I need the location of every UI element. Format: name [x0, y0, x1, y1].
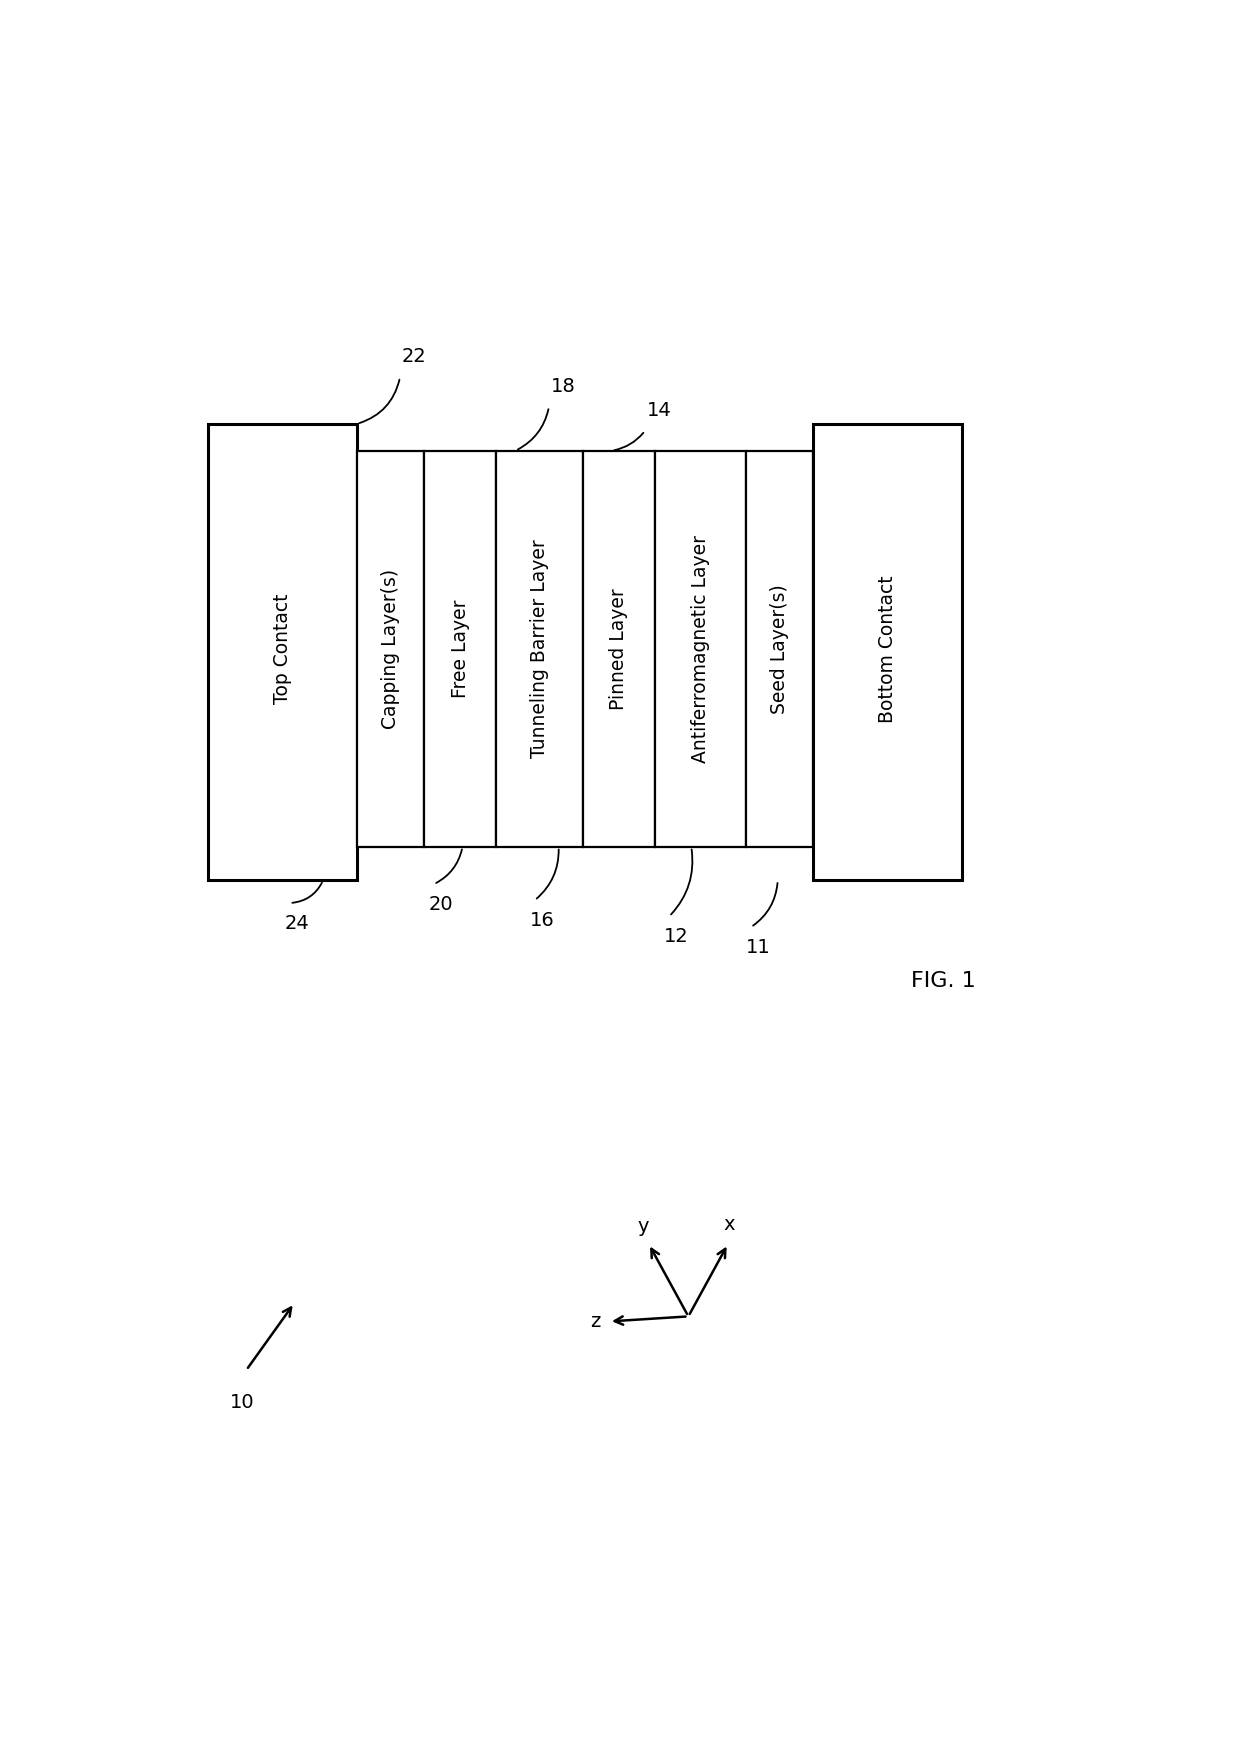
Text: 11: 11: [746, 938, 771, 957]
Text: z: z: [590, 1312, 600, 1332]
Text: 14: 14: [647, 401, 672, 420]
Bar: [208, 424, 357, 880]
Text: Pinned Layer: Pinned Layer: [609, 587, 629, 709]
Text: Capping Layer(s): Capping Layer(s): [381, 568, 401, 729]
Bar: [655, 451, 746, 847]
Bar: [813, 424, 962, 880]
Bar: [496, 451, 583, 847]
Bar: [357, 451, 424, 847]
Text: Free Layer: Free Layer: [450, 600, 470, 697]
Text: 12: 12: [665, 927, 689, 946]
Bar: [583, 451, 655, 847]
Text: 18: 18: [551, 376, 575, 396]
Text: Bottom Contact: Bottom Contact: [878, 575, 898, 723]
Text: Tunneling Barrier Layer: Tunneling Barrier Layer: [529, 539, 549, 758]
Text: 22: 22: [402, 347, 427, 366]
Bar: [746, 451, 813, 847]
Text: Top Contact: Top Contact: [273, 593, 291, 704]
Text: x: x: [724, 1215, 735, 1234]
Text: Seed Layer(s): Seed Layer(s): [770, 584, 789, 713]
Text: 20: 20: [429, 894, 454, 913]
Bar: [424, 451, 496, 847]
Text: Antiferromagnetic Layer: Antiferromagnetic Layer: [691, 535, 709, 763]
Text: 16: 16: [529, 912, 554, 931]
Text: 24: 24: [285, 913, 310, 933]
Text: FIG. 1: FIG. 1: [910, 971, 976, 990]
Text: 10: 10: [229, 1393, 254, 1412]
Text: y: y: [637, 1217, 650, 1236]
